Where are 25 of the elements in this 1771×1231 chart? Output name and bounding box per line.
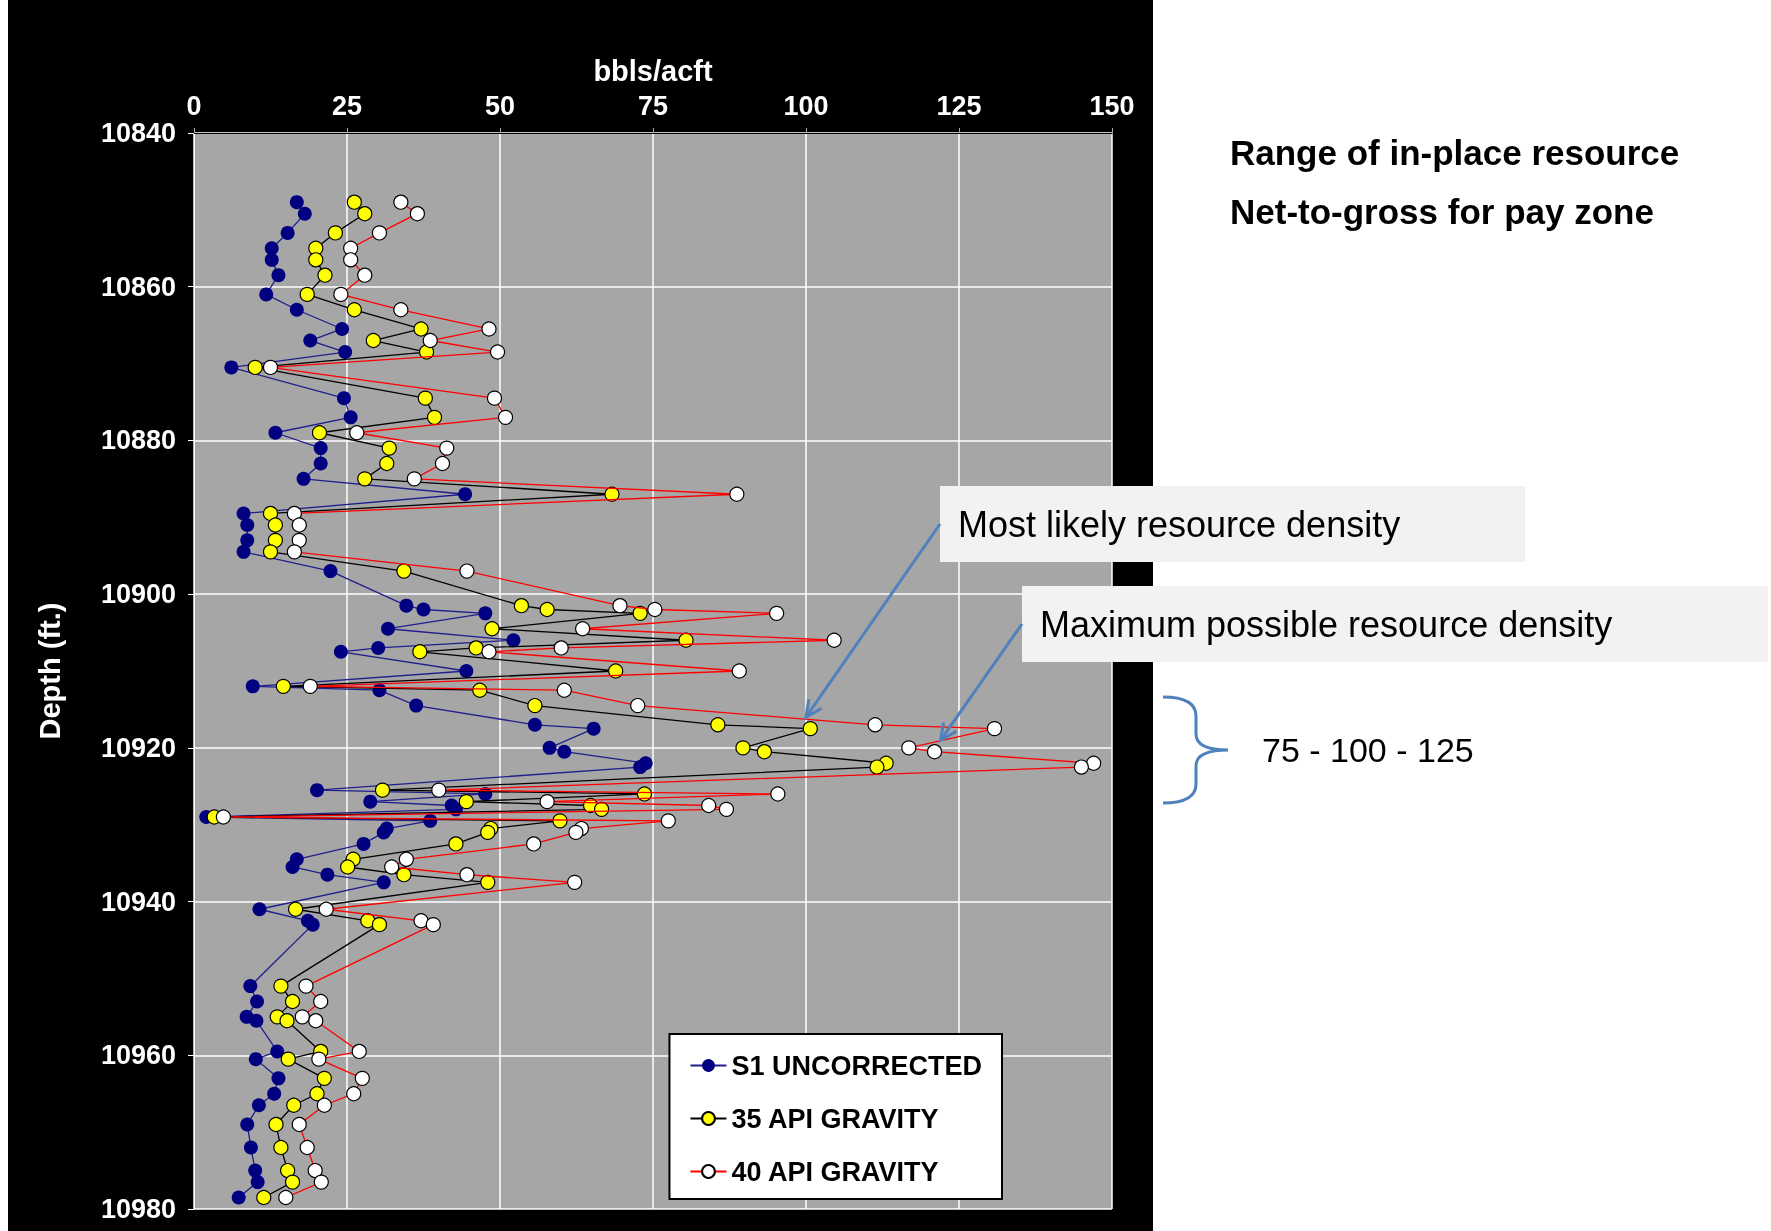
text: 75 - 100 - 125 bbox=[1262, 731, 1474, 769]
legend-label: 35 API GRAVITY bbox=[731, 1103, 939, 1134]
x-tick-label: 125 bbox=[936, 90, 982, 121]
y-tick-label: 10840 bbox=[100, 118, 176, 148]
annotation: Maximum possible resource density bbox=[1040, 603, 1613, 645]
legend-label: 40 API GRAVITY bbox=[731, 1156, 939, 1187]
x-tick-label: 100 bbox=[783, 90, 829, 121]
x-axis-title: bbls/acft bbox=[593, 54, 713, 87]
x-tick-label: 0 bbox=[186, 90, 202, 121]
y-tick-label: 10960 bbox=[100, 1040, 176, 1071]
y-tick-label: 10920 bbox=[100, 732, 176, 763]
text: Range of in-place resource bbox=[1230, 132, 1680, 172]
x-tick-label: 75 bbox=[637, 90, 669, 121]
y-tick-label: 10880 bbox=[100, 425, 176, 456]
y-axis-title: Depth (ft.) bbox=[33, 602, 66, 740]
text: Net-to-gross for pay zone bbox=[1230, 191, 1654, 231]
y-tick-label: 10980 bbox=[100, 1194, 176, 1224]
y-tick-label: 10860 bbox=[100, 271, 176, 302]
y-tick-label: 10940 bbox=[100, 886, 176, 917]
annotation: Most likely resource density bbox=[958, 503, 1401, 545]
legend-label: S1 UNCORRECTED bbox=[731, 1050, 982, 1081]
x-tick-label: 50 bbox=[484, 90, 516, 121]
x-tick-label: 25 bbox=[331, 90, 363, 121]
y-tick-label: 10900 bbox=[100, 579, 176, 610]
x-tick-label: 150 bbox=[1089, 90, 1135, 121]
